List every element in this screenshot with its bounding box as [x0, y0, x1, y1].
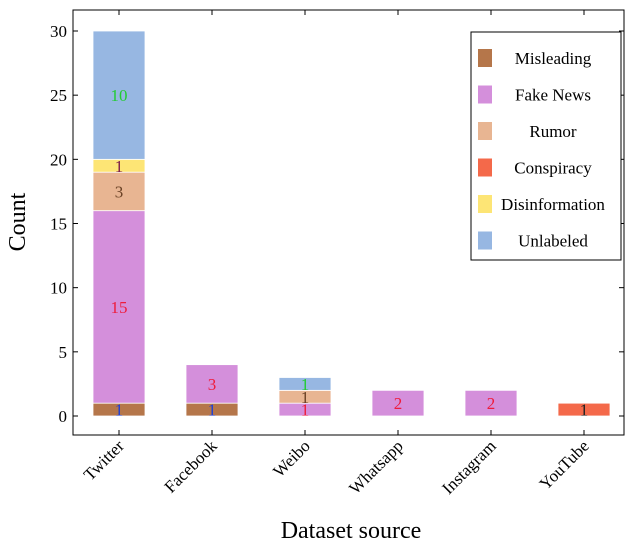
bar-value-label: 1 — [115, 157, 124, 176]
y-axis-label: Count — [5, 192, 31, 251]
legend-swatch — [478, 122, 492, 140]
y-tick-label: 15 — [50, 215, 67, 234]
bar-value-label: 1 — [301, 401, 310, 420]
x-tick-label: YouTube — [536, 436, 593, 493]
legend-label: Conspiracy — [514, 159, 592, 178]
bar-value-label: 1 — [301, 375, 310, 394]
x-tick-label: Twitter — [80, 436, 128, 484]
legend-swatch — [478, 231, 492, 250]
bar-segment — [92, 171, 146, 212]
x-tick-label: Whatsapp — [345, 436, 407, 498]
bar-value-label: 3 — [115, 182, 124, 201]
legend-label: Disinformation — [501, 195, 605, 214]
y-tick-label: 20 — [50, 150, 67, 169]
bar-value-label: 1 — [208, 401, 217, 420]
y-tick-label: 10 — [50, 279, 67, 298]
legend-swatch — [478, 158, 492, 177]
legend-label: Unlabeled — [518, 232, 588, 251]
legend-label: Misleading — [515, 49, 592, 68]
legend: Misleading Fake News Rumor Conspiracy Disinf… — [470, 31, 622, 261]
legend-swatch — [478, 49, 492, 67]
bar-segment — [185, 364, 239, 404]
bar-value-label: 10 — [111, 86, 128, 105]
x-tick-label: Facebook — [161, 436, 222, 497]
bar-segment — [92, 210, 146, 404]
bar-value-label: 1 — [301, 388, 310, 407]
bar-value-label: 2 — [394, 394, 403, 413]
y-tick-label: 5 — [59, 343, 68, 362]
bar-segment — [278, 377, 332, 391]
x-tick-label: Weibo — [269, 436, 314, 481]
y-tick-label: 25 — [50, 86, 67, 105]
bar-value-label: 3 — [208, 375, 217, 394]
y-tick-label: 30 — [50, 22, 67, 41]
bar-value-label: 15 — [111, 298, 128, 317]
legend-box — [470, 31, 622, 261]
bar-segment — [92, 30, 146, 160]
legend-label: Rumor — [529, 122, 577, 141]
y-tick-label: 0 — [59, 407, 68, 426]
x-axis-label: Dataset source — [281, 518, 422, 541]
bar-value-label: 1 — [115, 401, 124, 420]
legend-swatch — [478, 195, 492, 213]
bar-value-label: 2 — [487, 394, 496, 413]
legend-swatch — [478, 85, 492, 104]
bar-segment — [464, 389, 518, 417]
x-tick-label: Instagram — [438, 436, 500, 498]
plot-frame — [72, 9, 625, 436]
legend-label: Fake News — [515, 86, 591, 105]
bar-segment — [371, 389, 425, 417]
y-axis: 0 5 10 15 20 25 30 — [50, 22, 624, 426]
bar-segment — [557, 402, 611, 417]
bar-value-label: 1 — [580, 401, 589, 420]
